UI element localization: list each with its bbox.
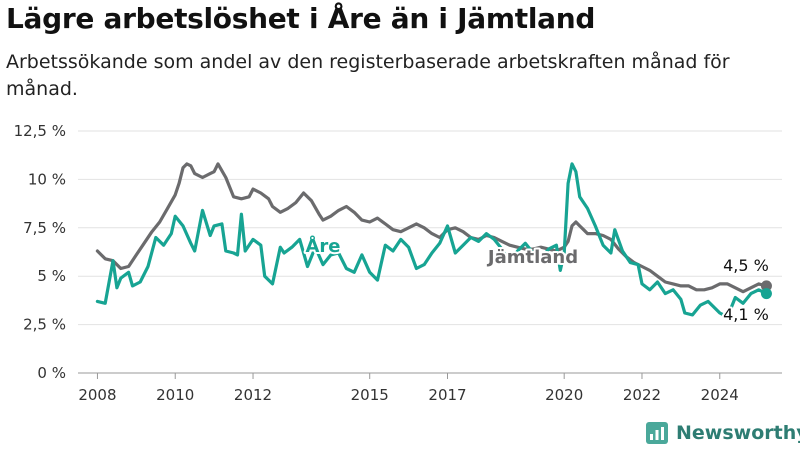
end-markers (760, 280, 772, 300)
series-label-are: Åre (305, 234, 340, 257)
end-point-jamtland (760, 280, 772, 292)
newsworthy-logo: Newsworthy (646, 420, 800, 446)
x-tick-label: 2010 (156, 386, 194, 404)
x-tick-label: 2015 (351, 386, 389, 404)
newsworthy-logo-icon (646, 422, 668, 444)
chart-subtitle: Arbetssökande som andel av den registerb… (6, 51, 730, 100)
x-axis: 2008 2010 2012 2015 2017 2020 2022 2024 (78, 373, 739, 404)
series-labels: Åre Jämtland 4,5 % 4,1 % (303, 232, 770, 326)
series-line-jamtland (95, 162, 768, 294)
end-label-are: 4,1 % (723, 305, 769, 324)
end-point-are (760, 288, 772, 300)
series-label-jamtland: Jämtland (486, 247, 578, 268)
y-tick-label: 2,5 % (23, 316, 66, 334)
x-tick-label: 2020 (545, 386, 583, 404)
brand-name: Newsworthy (676, 422, 800, 444)
series-line-are (95, 162, 768, 319)
x-tick-label: 2022 (623, 386, 661, 404)
y-tick-label: 5 % (37, 267, 66, 285)
y-tick-label: 12,5 % (14, 122, 66, 140)
x-tick-label: 2012 (234, 386, 272, 404)
y-tick-label: 7,5 % (23, 219, 66, 237)
y-gridlines (78, 130, 782, 374)
x-tick-label: 2017 (428, 386, 466, 404)
chart-title: Lägre arbetslöshet i Åre än i Jämtland (6, 2, 596, 35)
y-tick-label: 0 % (37, 364, 66, 382)
y-tick-label: 10 % (28, 170, 66, 188)
x-tick-label: 2008 (78, 386, 116, 404)
end-label-jamtland: 4,5 % (723, 256, 769, 275)
series-lines (95, 162, 768, 319)
x-tick-label: 2024 (701, 386, 739, 404)
y-axis-labels: 0 % 2,5 % 5 % 7,5 % 10 % 12,5 % (14, 122, 66, 382)
